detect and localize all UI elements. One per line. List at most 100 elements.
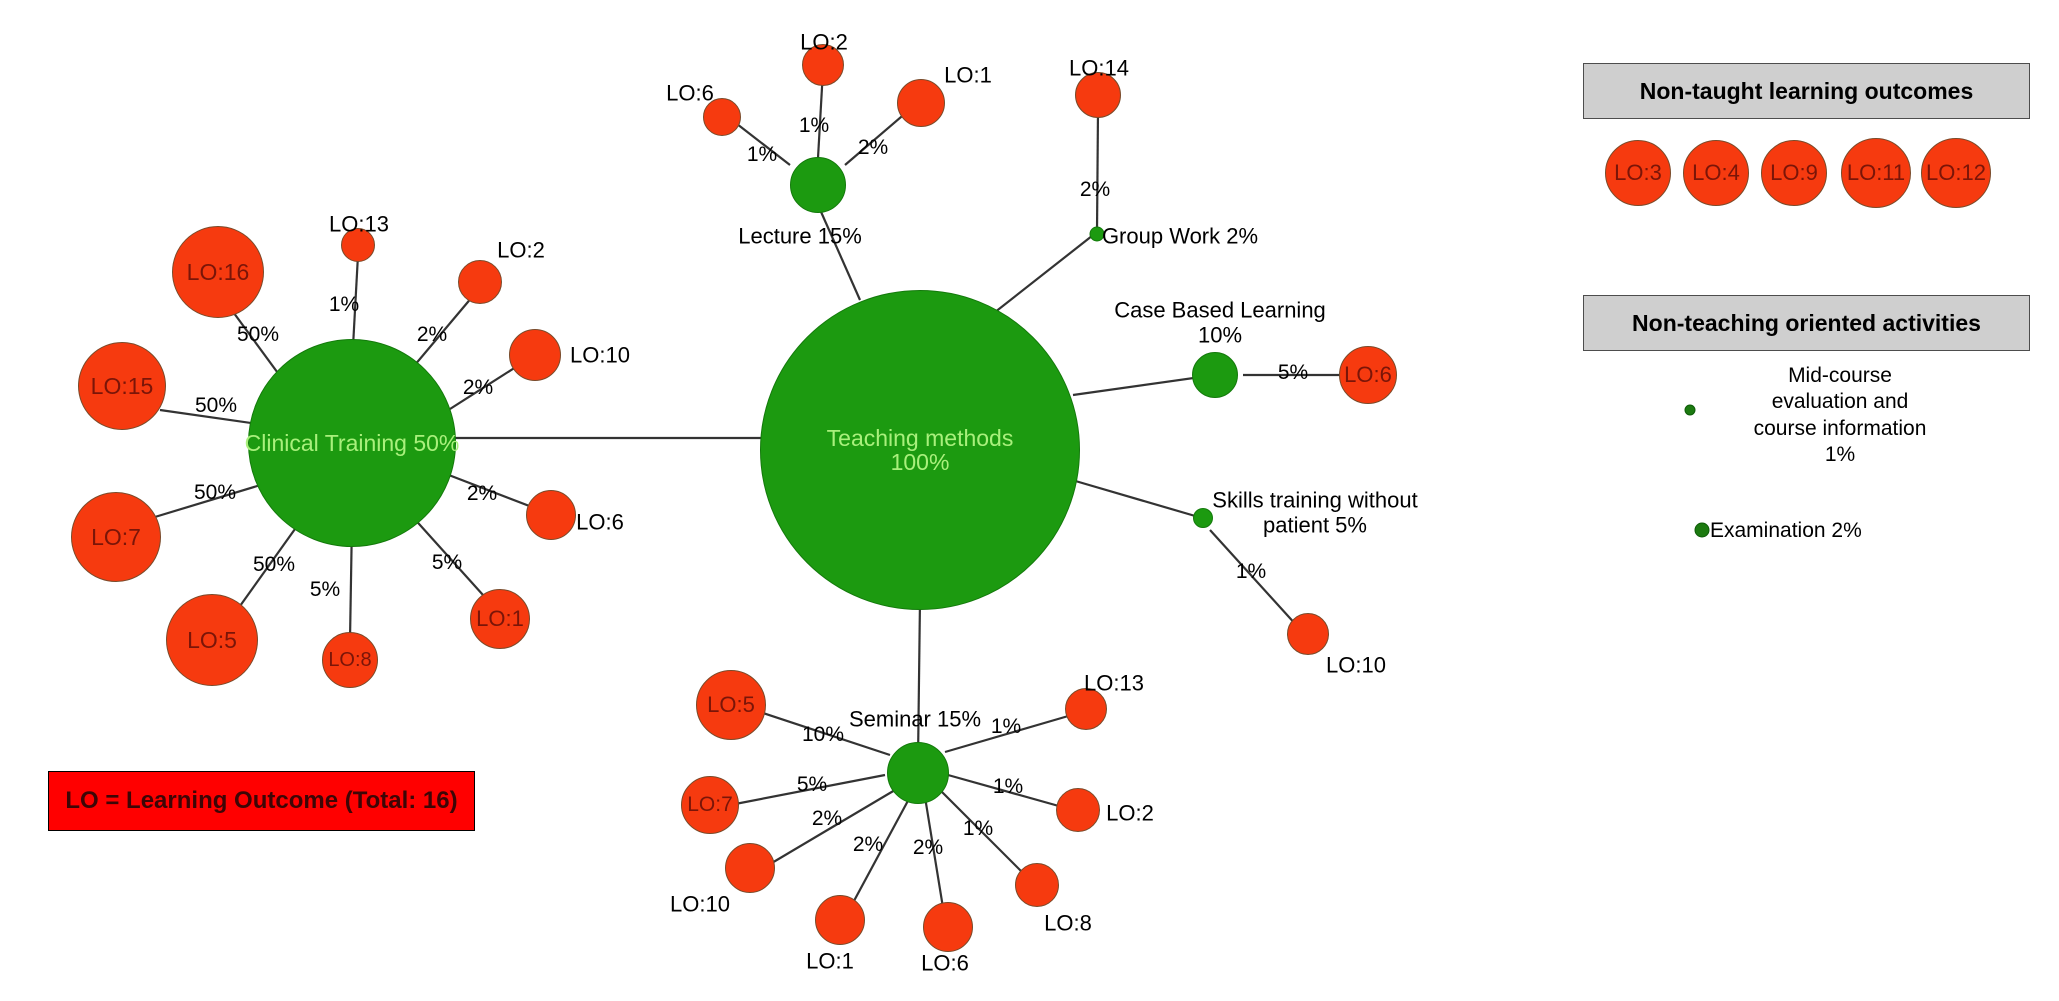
node-case-based-learning[interactable] <box>1192 352 1238 398</box>
node-group-work[interactable] <box>1089 226 1105 242</box>
node-lo6-casebased[interactable]: LO:6 <box>1339 346 1397 404</box>
node-lecture[interactable] <box>790 157 846 213</box>
legend-examination: Examination 2% <box>1710 519 1862 542</box>
edge-label-lecture-lo2: 1% <box>798 114 830 137</box>
label-lo13-clinical: LO:13 <box>329 211 389 237</box>
edge-clinical-lo7 <box>144 478 278 522</box>
node-lo2-lecture[interactable] <box>802 44 844 86</box>
node-lo10-clinical[interactable] <box>509 329 561 381</box>
label-lo8-seminar: LO:8 <box>1044 910 1092 936</box>
edge-clinical-lo15 <box>159 408 266 427</box>
label-lo1-seminar: LO:1 <box>806 948 854 974</box>
node-lo3-nontaught-label: LO:3 <box>1614 160 1662 185</box>
edge-seminar-lo5 <box>759 710 891 757</box>
label-lo14-groupwork: LO:14 <box>1069 55 1129 81</box>
edge-label-groupwork-lo14: 2% <box>1079 178 1111 201</box>
edge-seminar-lo8 <box>939 789 1033 883</box>
label-lo1-lecture: LO:1 <box>944 62 992 88</box>
node-lo15-clinical[interactable]: LO:15 <box>78 342 166 430</box>
node-lo5-seminar[interactable]: LO:5 <box>696 670 766 740</box>
edge-seminar-lo13 <box>944 710 1083 754</box>
node-lo1-lecture[interactable] <box>897 79 945 127</box>
node-seminar[interactable] <box>887 742 949 804</box>
node-lo2-seminar[interactable] <box>1056 788 1100 832</box>
label-seminar: Seminar 15% <box>848 706 982 732</box>
edge-skills-lo10 <box>1209 529 1299 628</box>
label-lo2-seminar: LO:2 <box>1106 800 1154 826</box>
edge-label-seminar-lo6: 2% <box>912 836 944 859</box>
skills-line2: patient 5% <box>1263 513 1367 538</box>
legend-lo-definition-box: LO = Learning Outcome (Total: 16) <box>48 771 475 831</box>
node-clinical-training-label: Clinical Training 50% <box>244 429 460 456</box>
edge-label-clinical-lo16: 50% <box>236 323 280 346</box>
node-lo16-clinical-label: LO:16 <box>186 258 250 285</box>
edge-label-clinical-lo7: 50% <box>193 481 237 504</box>
label-lo6-clinical: LO:6 <box>576 509 624 535</box>
node-lo7-clinical[interactable]: LO:7 <box>71 492 161 582</box>
edge-label-clinical-lo13: 1% <box>328 293 360 316</box>
node-lo10-skills[interactable] <box>1287 613 1329 655</box>
edge-label-seminar-lo7: 5% <box>796 773 828 796</box>
node-lo12-nontaught-label: LO:12 <box>1926 160 1986 185</box>
edge-label-clinical-lo15: 50% <box>194 394 238 417</box>
panel-non-taught-title: Non-taught learning outcomes <box>1639 77 1974 104</box>
edge-label-clinical-lo2: 2% <box>416 323 448 346</box>
node-lo3-nontaught[interactable]: LO:3 <box>1605 140 1671 206</box>
node-lo13-clinical[interactable] <box>341 228 375 262</box>
node-lo1-seminar[interactable] <box>815 895 865 945</box>
node-lo2-clinical[interactable] <box>458 260 502 304</box>
node-lo1-clinical[interactable]: LO:1 <box>470 589 530 649</box>
edge-label-clinical-lo8: 5% <box>309 578 341 601</box>
node-lo4-nontaught-label: LO:4 <box>1692 160 1740 185</box>
node-skills-training[interactable] <box>1193 508 1213 528</box>
label-lo10-seminar: LO:10 <box>670 891 730 917</box>
edge-label-skills-lo10: 1% <box>1235 560 1267 583</box>
case-based-pct: 10% <box>1197 323 1243 348</box>
midcourse-dot-icon <box>1684 404 1696 416</box>
node-lo10-seminar[interactable] <box>725 843 775 893</box>
node-lo16-clinical[interactable]: LO:16 <box>172 226 264 318</box>
label-lo6-seminar: LO:6 <box>921 950 969 976</box>
node-lo12-nontaught[interactable]: LO:12 <box>1921 138 1991 208</box>
edge-seminar-lo7 <box>729 773 886 807</box>
label-lo2-lecture: LO:2 <box>800 29 848 55</box>
edge-seminar-lo6 <box>923 796 947 921</box>
examination-dot-icon <box>1694 522 1710 538</box>
label-lecture: Lecture 15% <box>738 223 862 249</box>
legend-lo-definition-text: LO = Learning Outcome (Total: 16) <box>65 787 458 814</box>
node-lo6-clinical[interactable] <box>526 490 576 540</box>
node-lo1-clinical-label: LO:1 <box>476 606 524 631</box>
node-lo7-clinical-label: LO:7 <box>91 523 141 550</box>
edge-label-lecture-lo1: 2% <box>857 136 889 159</box>
node-lo6-seminar[interactable] <box>923 902 973 952</box>
edge-label-lecture-lo6: 1% <box>746 143 778 166</box>
root-title: Teaching methods <box>826 424 1014 451</box>
node-teaching-methods[interactable]: Teaching methods 100% <box>760 290 1080 610</box>
node-lo6-lecture[interactable] <box>703 98 741 136</box>
node-lo14-groupwork[interactable] <box>1075 72 1121 118</box>
edge-root-lecture <box>816 204 862 301</box>
label-lo10-skills: LO:10 <box>1326 652 1386 678</box>
node-lo13-seminar[interactable] <box>1065 688 1107 730</box>
node-lo11-nontaught[interactable]: LO:11 <box>1841 138 1911 208</box>
label-lo10-clinical: LO:10 <box>570 342 630 368</box>
edge-clinical-lo16 <box>227 304 284 381</box>
label-lo13-seminar: LO:13 <box>1084 670 1144 696</box>
node-lo8-seminar[interactable] <box>1015 863 1059 907</box>
node-lo5-clinical-label: LO:5 <box>187 626 237 653</box>
node-clinical-training[interactable]: Clinical Training 50% <box>245 339 459 547</box>
legend-mid-course-evaluation: Mid-course evaluation and course informa… <box>1753 364 1927 466</box>
edge-root-casebased <box>1072 373 1216 397</box>
label-lo6-lecture: LO:6 <box>666 80 714 106</box>
node-lo5-clinical[interactable]: LO:5 <box>166 594 258 686</box>
node-lo8-clinical[interactable]: LO:8 <box>322 632 378 688</box>
edge-seminar-lo10 <box>759 789 896 871</box>
node-lo9-nontaught-label: LO:9 <box>1770 160 1818 185</box>
node-lo7-seminar[interactable]: LO:7 <box>681 776 739 834</box>
node-lo9-nontaught[interactable]: LO:9 <box>1761 140 1827 206</box>
node-lo4-nontaught[interactable]: LO:4 <box>1683 140 1749 206</box>
edge-label-seminar-lo8: 1% <box>962 817 994 840</box>
edge-seminar-lo1 <box>847 796 911 913</box>
label-skills-training: Skills training without patient 5% <box>1212 488 1417 539</box>
